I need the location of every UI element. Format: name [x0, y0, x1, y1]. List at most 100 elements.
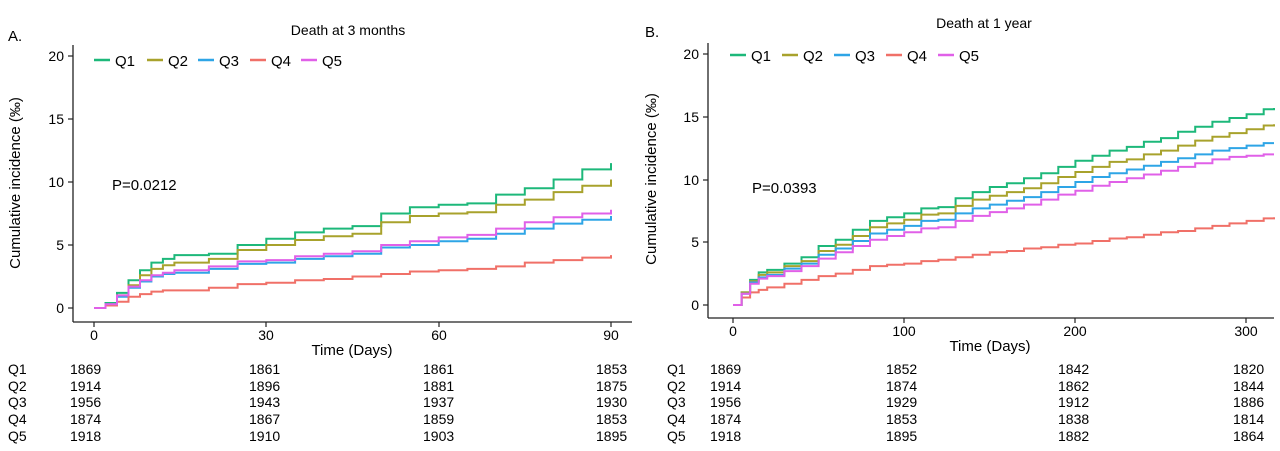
- panel-a-risk-table: Q1 1869 1861 1861 1853 Q2 1914 1896 1881…: [8, 361, 627, 444]
- panel-a-risk-row-label-q5: Q5: [8, 428, 27, 444]
- panel-a-xtick-label-0: 0: [90, 327, 98, 343]
- panel-a: A. Death at 3 months Cumulative incidenc…: [7, 22, 632, 444]
- panel-b-risk-cell: 1844: [1233, 378, 1264, 394]
- panel-b-xlabel: Time (Days): [949, 338, 1030, 355]
- panel-a-legend-label-q2: Q2: [168, 53, 188, 70]
- panel-b-legend-label-q3: Q3: [855, 48, 875, 65]
- panel-a-title: Death at 3 months: [291, 22, 405, 38]
- panel-b-legend: Q1 Q2 Q3 Q4 Q5: [730, 48, 979, 65]
- panel-b-legend-label-q5: Q5: [959, 48, 979, 65]
- panel-b-legend-label-q2: Q2: [803, 48, 823, 65]
- panel-a-risk-cell: 1903: [423, 428, 454, 444]
- panel-b-xtick-label-2: 200: [1063, 323, 1087, 339]
- panel-b-label: B.: [645, 24, 659, 41]
- panel-b-risk-row-label-q1: Q1: [667, 361, 686, 377]
- panel-a-risk-cell: 1875: [596, 378, 627, 394]
- panel-a-xtick-label-3: 90: [603, 327, 619, 343]
- panel-b-risk-cell: 1864: [1233, 428, 1264, 444]
- panel-b-risk-cell: 1895: [886, 428, 917, 444]
- panel-b-risk-cell: 1914: [710, 378, 741, 394]
- panel-a-risk-cell: 1895: [596, 428, 627, 444]
- panel-b-risk-cell: 1956: [710, 394, 741, 410]
- panel-b-risk-cell: 1838: [1058, 411, 1089, 427]
- panel-b-risk-cell: 1918: [710, 428, 741, 444]
- panel-b-series: [733, 108, 1275, 306]
- panel-b-risk-cell: 1862: [1058, 378, 1089, 394]
- panel-a-risk-cell: 1861: [249, 361, 280, 377]
- panel-a-xlabel: Time (Days): [311, 342, 392, 359]
- panel-a-label: A.: [8, 28, 22, 45]
- panel-a-risk-cell: 1874: [70, 411, 101, 427]
- panel-b-yticks: 0 5 10 15 20: [683, 46, 708, 313]
- panel-b-risk-cell: 1842: [1058, 361, 1089, 377]
- panel-b-risk-cell: 1874: [710, 411, 741, 427]
- panel-b-risk-row-label-q2: Q2: [667, 378, 686, 394]
- panel-a-ytick-label-4: 20: [48, 48, 64, 64]
- panel-b-ylabel: Cumulative incidence (‰): [643, 93, 660, 265]
- panel-b-legend-label-q4: Q4: [907, 48, 927, 65]
- panel-b-annotation: P=0.0393: [752, 180, 817, 197]
- panel-a-xtick-label-1: 30: [258, 327, 274, 343]
- panel-b-risk-row-label-q4: Q4: [667, 411, 686, 427]
- panel-b-risk-cell: 1929: [886, 394, 917, 410]
- panel-a-risk-cell: 1896: [249, 378, 280, 394]
- panel-a-legend-label-q5: Q5: [322, 53, 342, 70]
- panel-a-annotation: P=0.0212: [112, 177, 177, 194]
- panel-a-risk-cell: 1930: [596, 394, 627, 410]
- panel-a-risk-cell: 1859: [423, 411, 454, 427]
- panel-b-xticks: 0 100 200 300: [729, 318, 1258, 339]
- panel-b-risk-cell: 1869: [710, 361, 741, 377]
- panel-a-risk-cell: 1861: [423, 361, 454, 377]
- panel-a-xticks: 0 30 60 90: [90, 322, 619, 343]
- panel-a-ytick-label-1: 5: [56, 237, 64, 253]
- panel-b-risk-row-label-q3: Q3: [667, 394, 686, 410]
- panel-a-legend-label-q1: Q1: [115, 53, 135, 70]
- panel-a-legend-label-q4: Q4: [271, 53, 291, 70]
- panel-a-risk-cell: 1853: [596, 411, 627, 427]
- panel-b-risk-table: Q1 1869 1852 1842 1820 Q2 1914 1874 1862…: [667, 361, 1264, 444]
- panel-b-risk-row-label-q5: Q5: [667, 428, 686, 444]
- panel-b-title: Death at 1 year: [936, 15, 1032, 31]
- panel-b-xtick-label-0: 0: [729, 323, 737, 339]
- panel-b-risk-cell: 1853: [886, 411, 917, 427]
- panel-a-risk-row-label-q4: Q4: [8, 411, 27, 427]
- panel-a-risk-row-label-q1: Q1: [8, 361, 27, 377]
- panel-b-risk-cell: 1882: [1058, 428, 1089, 444]
- panel-b-risk-cell: 1820: [1233, 361, 1264, 377]
- panel-b: B. Death at 1 year Cumulative incidence …: [643, 15, 1275, 444]
- panel-a-risk-cell: 1853: [596, 361, 627, 377]
- panel-a-ytick-label-3: 15: [48, 111, 64, 127]
- panel-a-risk-cell: 1943: [249, 394, 280, 410]
- panel-b-risk-cell: 1852: [886, 361, 917, 377]
- panel-a-xtick-label-2: 60: [431, 327, 447, 343]
- panel-a-risk-cell: 1914: [70, 378, 101, 394]
- panel-b-xtick-label-1: 100: [892, 323, 916, 339]
- panel-a-risk-cell: 1918: [70, 428, 101, 444]
- panel-b-series-q1-line: [733, 108, 1275, 306]
- panel-a-risk-cell: 1956: [70, 394, 101, 410]
- panel-a-series: [94, 163, 612, 309]
- panel-b-series-q2-line: [733, 124, 1275, 306]
- panel-b-risk-cell: 1912: [1058, 394, 1089, 410]
- panel-a-risk-cell: 1867: [249, 411, 280, 427]
- panel-b-series-q4-line: [733, 217, 1275, 306]
- panel-b-series-q5-line: [733, 153, 1274, 306]
- panel-a-legend: Q1 Q2 Q3 Q4 Q5: [94, 53, 342, 70]
- panel-b-ytick-label-4: 20: [683, 46, 699, 62]
- panel-a-series-q4-line: [94, 255, 612, 309]
- panel-a-legend-label-q3: Q3: [219, 53, 239, 70]
- panel-a-yticks: 0 5 10 15 20: [48, 48, 73, 316]
- panel-b-ytick-label-0: 0: [691, 297, 699, 313]
- panel-b-xtick-label-3: 300: [1234, 323, 1258, 339]
- panel-a-risk-cell: 1910: [249, 428, 280, 444]
- panel-a-risk-row-label-q3: Q3: [8, 394, 27, 410]
- panel-b-risk-cell: 1814: [1233, 411, 1264, 427]
- panel-a-ytick-label-0: 0: [56, 300, 64, 316]
- panel-b-ytick-label-1: 5: [691, 234, 699, 250]
- panel-a-series-q2-line: [94, 179, 612, 309]
- panel-a-risk-row-label-q2: Q2: [8, 378, 27, 394]
- panel-a-ytick-label-2: 10: [48, 174, 64, 190]
- panel-a-ylabel: Cumulative incidence (‰): [7, 97, 24, 269]
- panel-a-risk-cell: 1869: [70, 361, 101, 377]
